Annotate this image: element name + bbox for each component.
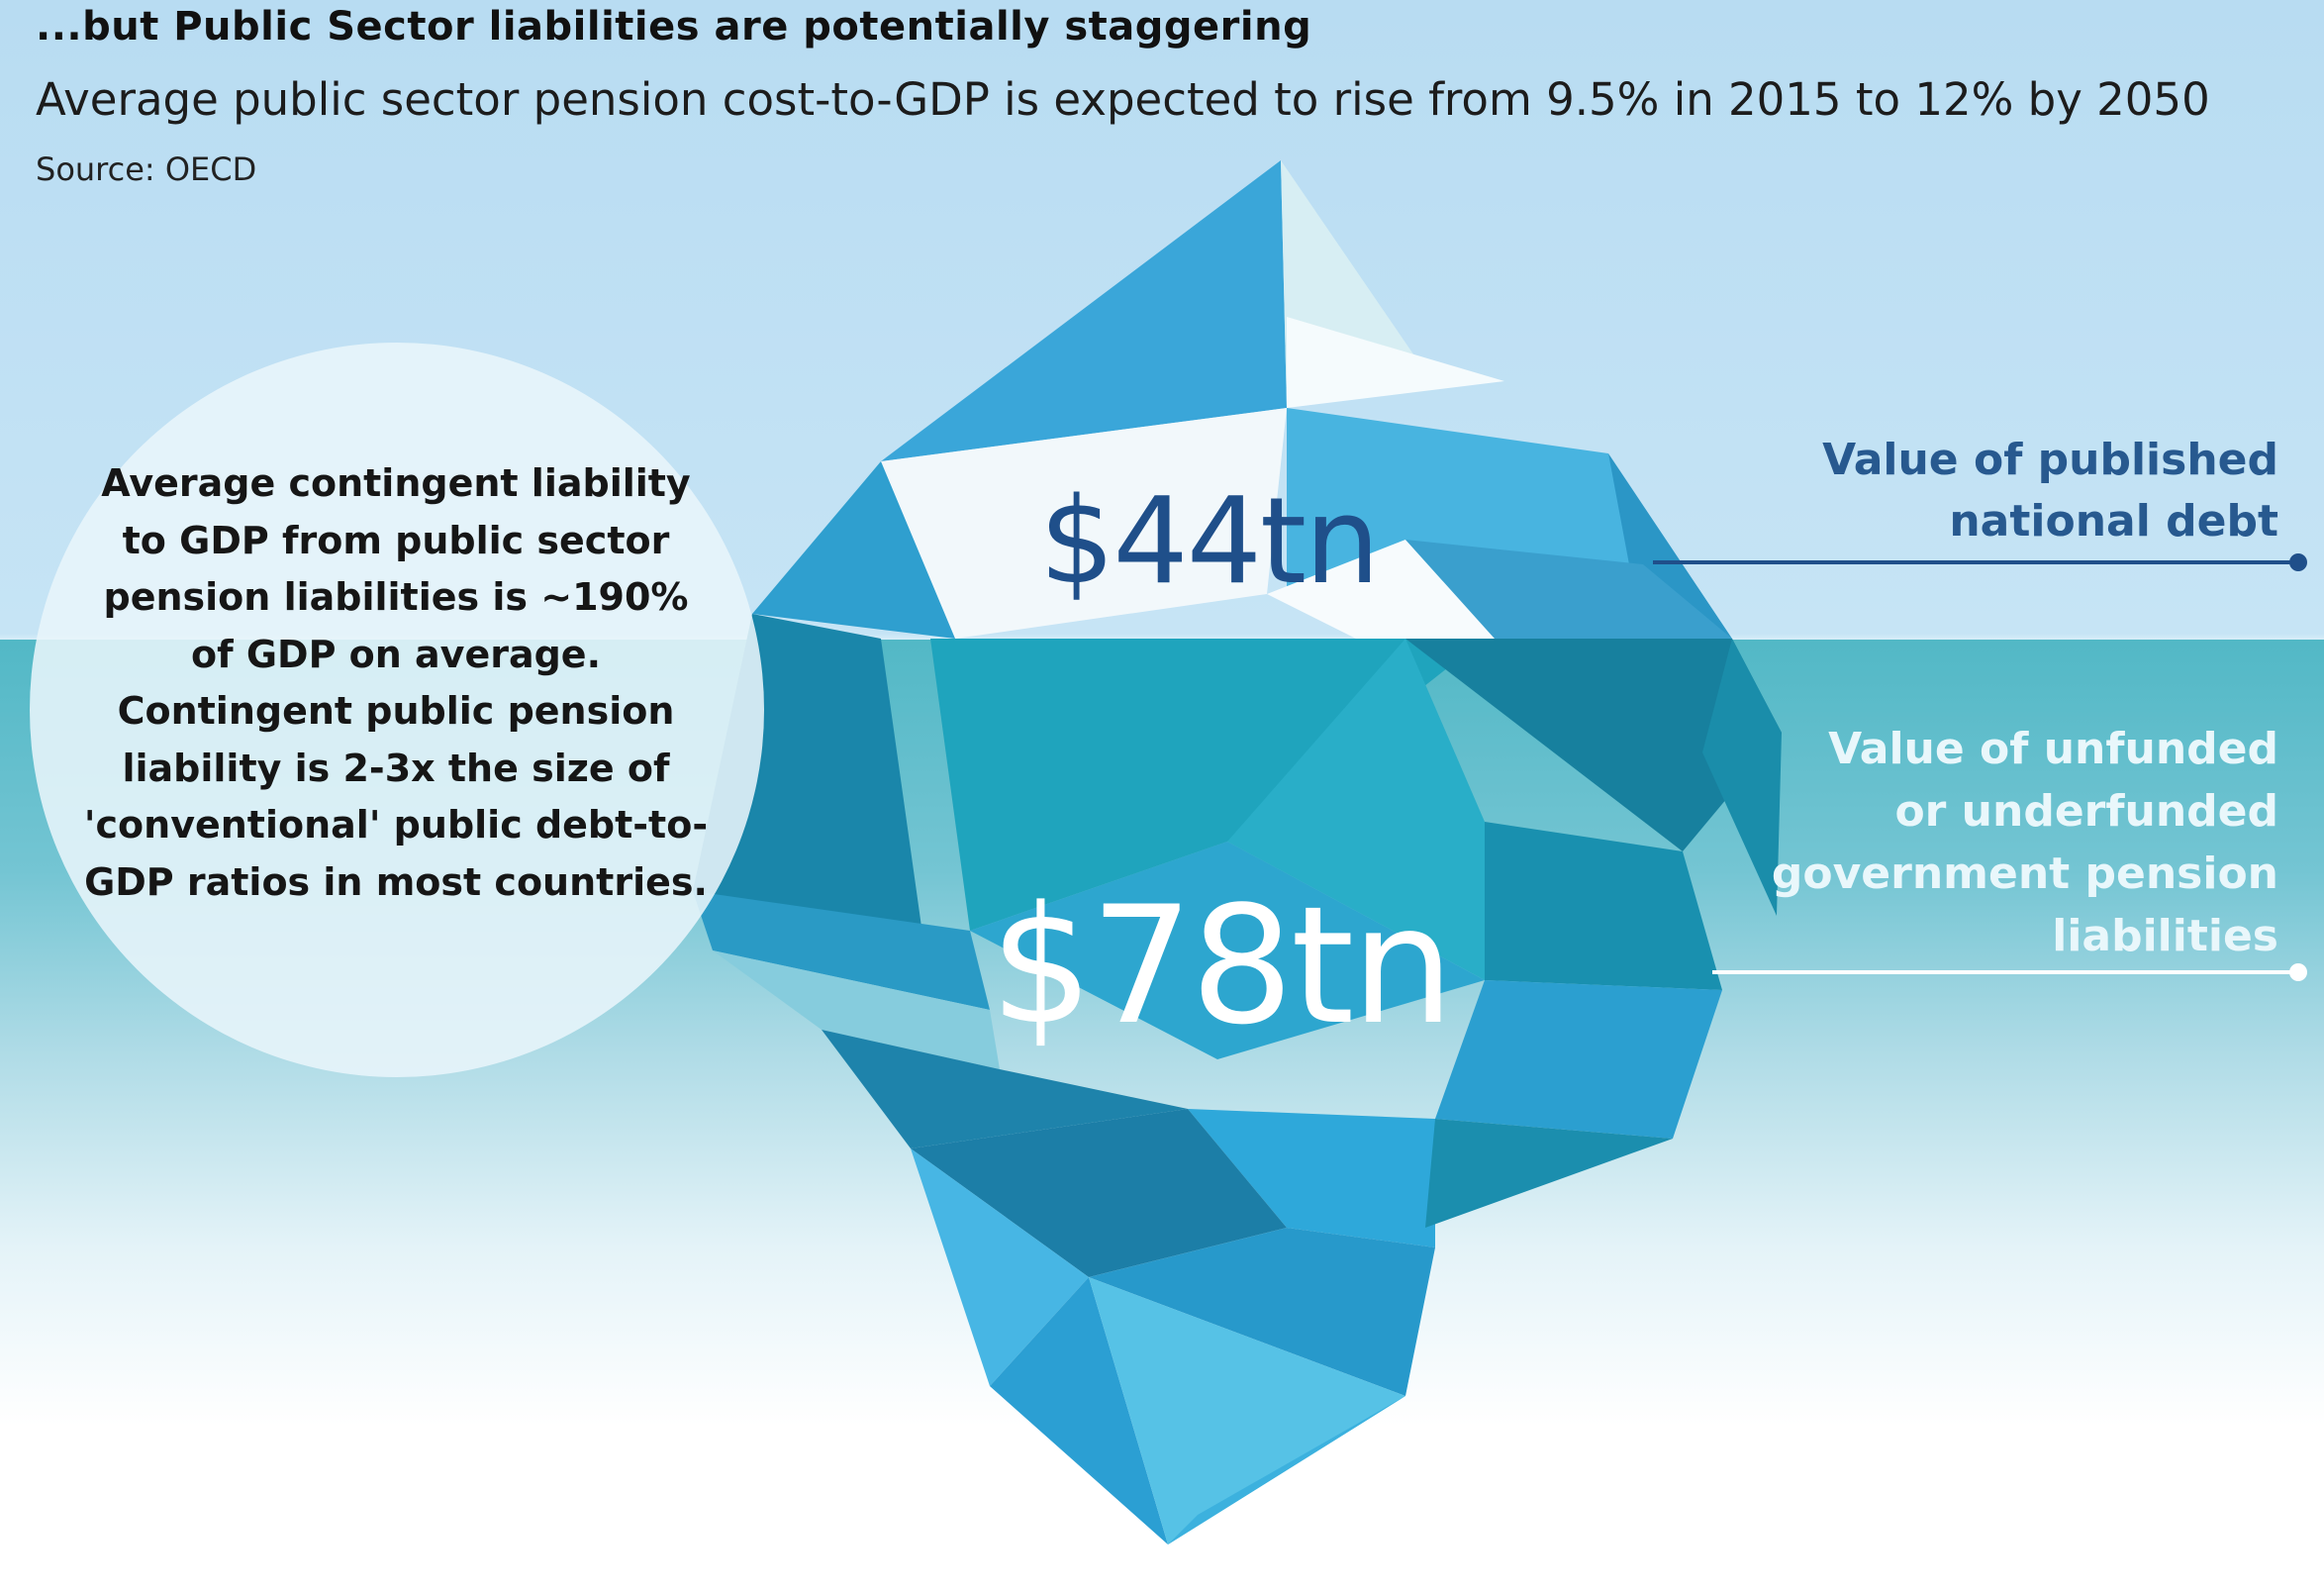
source-note: Source: OECD (36, 150, 257, 188)
callout-circle (30, 343, 764, 1077)
leader-dot-bottom (2289, 963, 2307, 981)
published-debt-value: $44tn (1039, 473, 1380, 611)
published-debt-label: Value of published national debt (1822, 435, 2278, 547)
callout-text: Average contingent liability to GDP from… (83, 461, 709, 904)
iceberg-body (693, 614, 1782, 1545)
pension-liabilities-label: Value of unfunded or underfunded governm… (1771, 724, 2278, 961)
page-title: ...but Public Sector liabilities are pot… (36, 4, 1312, 50)
pension-liabilities-value: $78tn (990, 871, 1454, 1060)
iceberg-tip (752, 160, 1732, 639)
page-subtitle: Average public sector pension cost-to-GD… (36, 73, 2210, 126)
leader-dot-top (2289, 553, 2307, 571)
